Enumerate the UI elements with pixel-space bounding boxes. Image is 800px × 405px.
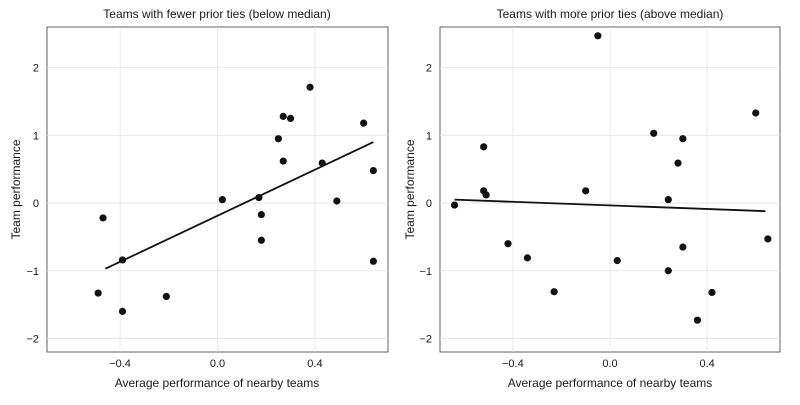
x-tick-label: 0.4	[307, 358, 322, 370]
y-axis-label: Team performance	[403, 139, 417, 239]
scatter-point	[450, 201, 459, 209]
fit-line-group	[454, 198, 766, 213]
grid-lines	[440, 27, 780, 352]
y-tick-label: −1	[26, 266, 39, 278]
scatter-point	[679, 135, 687, 143]
scatter-point	[764, 235, 772, 243]
scatter-point	[708, 288, 716, 297]
scatter-point	[582, 187, 590, 195]
scatter-point	[480, 143, 488, 151]
scatter-point	[118, 307, 127, 315]
regression-line	[454, 198, 766, 213]
scatter-point	[482, 191, 490, 199]
scatter-point	[594, 32, 602, 40]
scatter-point	[369, 257, 377, 265]
y-tick-label: 2	[33, 63, 39, 75]
scatter-point	[286, 114, 295, 123]
x-tick-label: 0.4	[699, 358, 714, 370]
scatter-point	[650, 129, 658, 137]
scatter-point	[257, 236, 265, 244]
scatter-point	[360, 119, 368, 127]
scatter-point	[274, 135, 282, 143]
scatter-point	[255, 194, 263, 202]
scatter-point	[99, 214, 107, 222]
panel-title: Teams with more prior ties (above median…	[497, 7, 724, 21]
y-axis-label: Team performance	[9, 139, 23, 239]
scatter-point	[318, 159, 326, 167]
scatter-point	[674, 159, 682, 167]
points-group	[94, 83, 377, 315]
scatter-point	[279, 112, 287, 120]
scatter-point	[94, 289, 102, 297]
scatter-point	[257, 210, 265, 219]
scatter-point	[664, 196, 672, 204]
scatter-point	[679, 243, 687, 251]
scatter-point	[550, 288, 558, 296]
scatter-point	[162, 292, 170, 301]
regression-line	[105, 141, 374, 270]
y-tick-label: 0	[33, 198, 39, 210]
scatter-point	[504, 240, 512, 248]
panel-title: Teams with fewer prior ties (below media…	[103, 7, 330, 21]
x-tick-label: 0.0	[210, 358, 225, 370]
x-tick-label: −0.4	[109, 358, 131, 370]
y-tick-label: 1	[33, 130, 39, 142]
x-axis-label: Average performance of nearby teams	[115, 376, 320, 390]
y-tick-label: 0	[426, 198, 432, 210]
y-tick-label: −1	[419, 266, 432, 278]
points-group	[450, 32, 772, 324]
scatter-point	[369, 166, 377, 175]
y-tick-label: 1	[426, 130, 432, 142]
y-tick-label: 2	[426, 63, 432, 75]
scatter-point	[306, 83, 314, 91]
tick-labels: −0.4 0.0 0.4 −2 −1 0 1 2	[419, 63, 714, 370]
scatter-point	[118, 256, 127, 264]
scatter-point	[752, 109, 760, 117]
panel-fewer-ties: Teams with fewer prior ties (below media…	[9, 7, 389, 390]
scatter-point	[218, 196, 226, 204]
y-tick-label: −2	[26, 333, 39, 345]
y-tick-label: −2	[419, 333, 432, 345]
scatter-point	[279, 157, 287, 165]
x-axis-label: Average performance of nearby teams	[508, 376, 713, 390]
scatter-point	[664, 267, 672, 275]
scatter-point	[693, 316, 702, 324]
scatter-point	[523, 254, 532, 262]
panel-more-ties: Teams with more prior ties (above median…	[403, 7, 781, 390]
scatter-point	[333, 197, 341, 205]
x-tick-label: −0.4	[502, 358, 524, 370]
x-tick-label: 0.0	[602, 358, 617, 370]
fit-line-group	[105, 141, 374, 270]
grid-lines	[47, 27, 388, 352]
tick-labels: −0.4 0.0 0.4 −2 −1 0 1 2	[26, 63, 322, 370]
scatter-point	[613, 256, 621, 265]
